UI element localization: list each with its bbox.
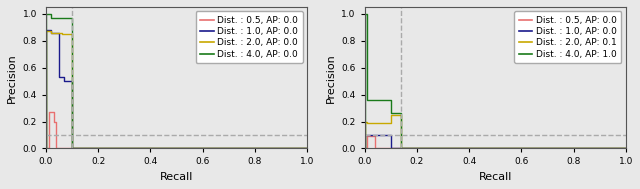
X-axis label: Recall: Recall — [479, 172, 512, 182]
Y-axis label: Precision: Precision — [7, 53, 17, 103]
Legend: Dist. : 0.5, AP: 0.0, Dist. : 1.0, AP: 0.0, Dist. : 2.0, AP: 0.1, Dist. : 4.0, A: Dist. : 0.5, AP: 0.0, Dist. : 1.0, AP: 0… — [515, 12, 621, 63]
Y-axis label: Precision: Precision — [326, 53, 335, 103]
X-axis label: Recall: Recall — [160, 172, 193, 182]
Legend: Dist. : 0.5, AP: 0.0, Dist. : 1.0, AP: 0.0, Dist. : 2.0, AP: 0.0, Dist. : 4.0, A: Dist. : 0.5, AP: 0.0, Dist. : 1.0, AP: 0… — [196, 12, 303, 63]
